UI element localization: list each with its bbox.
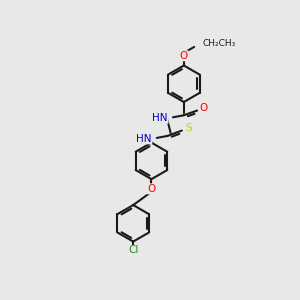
Text: O: O bbox=[200, 103, 208, 113]
Text: HN: HN bbox=[152, 113, 168, 123]
Text: O: O bbox=[147, 184, 156, 194]
Text: HN: HN bbox=[136, 134, 152, 144]
Text: Cl: Cl bbox=[128, 245, 138, 255]
Text: CH₂CH₃: CH₂CH₃ bbox=[202, 39, 236, 48]
Text: S: S bbox=[186, 123, 192, 133]
Text: O: O bbox=[180, 51, 188, 61]
